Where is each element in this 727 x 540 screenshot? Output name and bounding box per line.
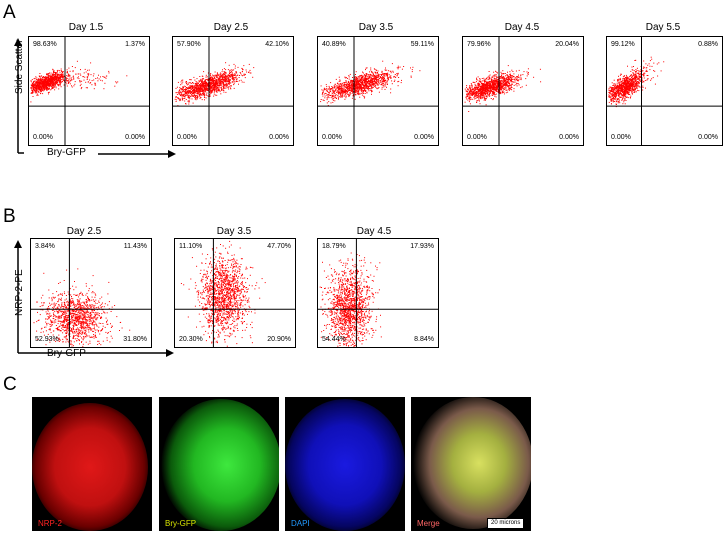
micrograph-merge: Merge 20 microns bbox=[411, 397, 531, 531]
plot-a-day3-5-quadrant-br: 0.00% bbox=[414, 134, 434, 141]
plot-a-day1-5-dots bbox=[30, 60, 128, 103]
plot-b-day4-5-scatter bbox=[318, 239, 438, 347]
panel-letter-b: B bbox=[3, 206, 16, 227]
x-axis-label-a: Bry-GFP bbox=[47, 147, 86, 158]
plot-a-day4-5-dots bbox=[464, 65, 542, 112]
plot-a-day1-5-quadrant-bl: 0.00% bbox=[33, 134, 53, 141]
plot-a-day5-5-dots bbox=[608, 56, 665, 108]
plot-title-a4: Day 4.5 bbox=[504, 22, 540, 33]
plot-a-day2-5-quadrant-br: 0.00% bbox=[269, 134, 289, 141]
plot-b-day4-5-dots bbox=[319, 252, 382, 347]
plot-b-day4-5-quadrant-br: 8.84% bbox=[414, 336, 434, 343]
plot-b-day4-5-quadrant-bl: 54.44% bbox=[322, 336, 346, 343]
plot-b-day2-5-quadrant-br: 31.80% bbox=[123, 336, 147, 343]
plot-b-day3-5-quadrant-tr: 47.70% bbox=[267, 243, 291, 250]
plot-b-day2-5-quadrant-tr: 11.43% bbox=[123, 243, 147, 250]
plot-a-day3-5-dots bbox=[320, 60, 421, 106]
flow-plot-b-day2-5: 3.84% 11.43% 52.93% 31.80% bbox=[30, 238, 152, 348]
plot-a-day2-5-dots bbox=[174, 62, 255, 107]
flow-plot-a-day4-5: 79.96% 20.04% 0.00% 0.00% bbox=[462, 36, 584, 146]
axis-arrows-b bbox=[14, 240, 174, 357]
plot-title-b3: Day 4.5 bbox=[356, 226, 392, 237]
plot-a-day5-5-scatter bbox=[607, 37, 722, 145]
flow-plot-b-day4-5: 18.79% 17.93% 54.44% 8.84% bbox=[317, 238, 439, 348]
plot-a-day2-5-quadrant-bl: 0.00% bbox=[177, 134, 197, 141]
scale-bar: 20 microns bbox=[487, 518, 525, 529]
plot-b-day3-5-quadrant-br: 20.90% bbox=[267, 336, 291, 343]
plot-a-day4-5-quadrant-bl: 0.00% bbox=[467, 134, 487, 141]
plot-b-day2-5-scatter bbox=[31, 239, 151, 347]
flow-plot-a-day1-5: 98.63% 1.37% 0.00% 0.00% bbox=[28, 36, 150, 146]
micrograph-label-dapi: DAPI bbox=[291, 519, 310, 528]
micrograph-bry-gfp: Bry-GFP bbox=[159, 397, 279, 531]
micrograph-nrp2: NRP-2 bbox=[32, 397, 152, 531]
plot-a-day5-5-quadrant-br: 0.00% bbox=[698, 134, 718, 141]
plot-a-day4-5-quadrant-tr: 20.04% bbox=[555, 41, 579, 48]
x-axis-label-b: Bry-GFP bbox=[47, 348, 86, 359]
micrograph-label-bry-gfp: Bry-GFP bbox=[165, 519, 197, 528]
axis-arrows-a bbox=[14, 38, 176, 158]
plot-title-a3: Day 3.5 bbox=[358, 22, 394, 33]
micrograph-label-nrp2: NRP-2 bbox=[38, 519, 63, 528]
plot-a-day3-5-quadrant-bl: 0.00% bbox=[322, 134, 342, 141]
panel-letter-a: A bbox=[3, 2, 16, 23]
plot-b-day3-5-quadrant-bl: 20.30% bbox=[179, 336, 203, 343]
plot-b-day2-5-quadrant-tl: 3.84% bbox=[35, 243, 55, 250]
plot-a-day5-5-quadrant-tl: 99.12% bbox=[611, 41, 635, 48]
plot-a-day3-5-quadrant-tl: 40.89% bbox=[322, 41, 346, 48]
plot-a-day2-5-scatter bbox=[173, 37, 293, 145]
plot-a-day5-5-quadrant-tr: 0.88% bbox=[698, 41, 718, 48]
plot-b-day4-5-quadrant-tr: 17.93% bbox=[410, 243, 434, 250]
plot-title-b1: Day 2.5 bbox=[66, 226, 102, 237]
flow-plot-b-day3-5: 11.10% 47.70% 20.30% 20.90% bbox=[174, 238, 296, 348]
plot-title-a1: Day 1.5 bbox=[68, 22, 104, 33]
flow-plot-a-day2-5: 57.90% 42.10% 0.00% 0.00% bbox=[172, 36, 294, 146]
plot-a-day1-5-scatter bbox=[29, 37, 149, 145]
plot-a-day3-5-scatter bbox=[318, 37, 438, 145]
micrograph-dapi: DAPI bbox=[285, 397, 405, 531]
plot-title-b2: Day 3.5 bbox=[216, 226, 252, 237]
plot-b-day3-5-quadrant-tl: 11.10% bbox=[179, 243, 203, 250]
plot-a-day2-5-quadrant-tl: 57.90% bbox=[177, 41, 201, 48]
plot-a-day2-5-quadrant-tr: 42.10% bbox=[265, 41, 289, 48]
plot-title-a5: Day 5.5 bbox=[645, 22, 681, 33]
panel-letter-c: C bbox=[3, 374, 17, 395]
plot-b-day4-5-quadrant-tl: 18.79% bbox=[322, 243, 346, 250]
plot-a-day3-5-quadrant-tr: 59.11% bbox=[410, 41, 434, 48]
flow-plot-a-day5-5: 99.12% 0.88% 0.00% 0.00% bbox=[606, 36, 723, 146]
plot-b-day3-5-scatter bbox=[175, 239, 295, 347]
plot-b-day3-5-dots bbox=[180, 240, 266, 347]
flow-plot-a-day3-5: 40.89% 59.11% 0.00% 0.00% bbox=[317, 36, 439, 146]
micrograph-label-merge: Merge bbox=[417, 519, 440, 528]
plot-a-day1-5-quadrant-tr: 1.37% bbox=[125, 41, 145, 48]
y-axis-label-a: Side Scatter bbox=[14, 39, 25, 94]
plot-b-day2-5-quadrant-bl: 52.93% bbox=[35, 336, 59, 343]
plot-title-a2: Day 2.5 bbox=[213, 22, 249, 33]
y-axis-label-b: NRP-2-PE bbox=[14, 269, 25, 316]
plot-a-day1-5-quadrant-tl: 98.63% bbox=[33, 41, 57, 48]
plot-a-day4-5-quadrant-br: 0.00% bbox=[559, 134, 579, 141]
plot-a-day1-5-quadrant-br: 0.00% bbox=[125, 134, 145, 141]
plot-a-day4-5-quadrant-tl: 79.96% bbox=[467, 41, 491, 48]
plot-a-day4-5-scatter bbox=[463, 37, 583, 145]
plot-a-day5-5-quadrant-bl: 0.00% bbox=[611, 134, 631, 141]
